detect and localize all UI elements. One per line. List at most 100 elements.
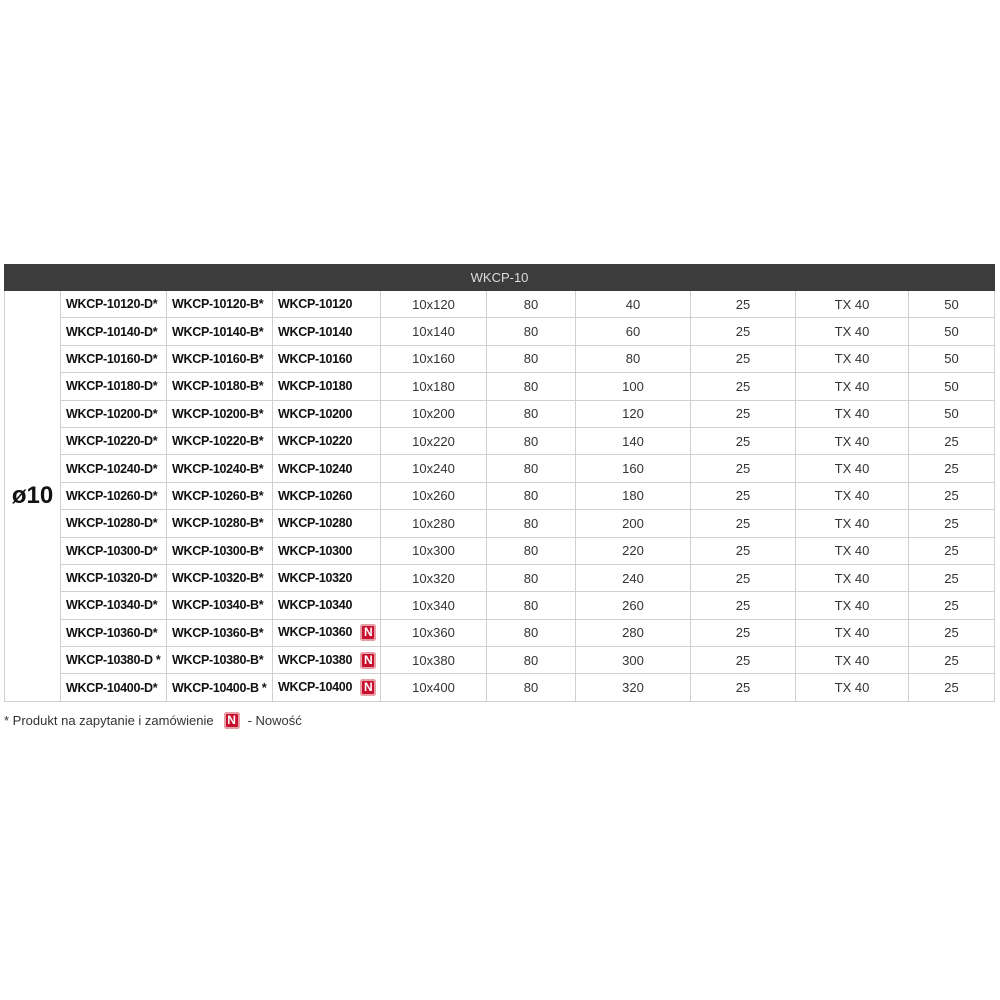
code-cell: WKCP-10140	[272, 317, 381, 346]
value-cell: TX 40	[795, 536, 909, 565]
code-cell: WKCP-10200-B*	[166, 399, 273, 428]
code-cell: WKCP-10280	[272, 509, 381, 538]
value-cell: 10x240	[380, 454, 487, 483]
value-cell: TX 40	[795, 372, 909, 401]
product-code: WKCP-10340	[278, 598, 353, 613]
code-cell: WKCP-10280-B*	[166, 509, 273, 538]
value-cell: 25	[690, 509, 796, 538]
product-code: WKCP-10200-B*	[172, 406, 264, 421]
value-cell: 25	[907, 646, 996, 675]
value-cell: 10x220	[380, 426, 487, 456]
value-cell: 80	[486, 536, 576, 565]
value-cell: 120	[575, 399, 691, 428]
code-cell: WKCP-10220-D*	[60, 426, 167, 456]
value-cell: 10x280	[380, 509, 487, 538]
product-code: WKCP-10400-B *	[172, 680, 267, 695]
value-cell: 180	[575, 481, 691, 511]
value-cell: 10x120	[380, 289, 487, 319]
value-cell: 25	[690, 646, 796, 675]
value-cell: 10x320	[380, 563, 487, 593]
product-code: WKCP-10120	[278, 297, 353, 312]
value-cell: 80	[486, 646, 576, 675]
code-cell: WKCP-10120-D*	[60, 289, 167, 319]
value-cell: 100	[575, 372, 691, 401]
code-cell: WKCP-10360-D*	[60, 618, 167, 648]
product-code: WKCP-10260	[278, 488, 353, 503]
value-cell: TX 40	[795, 426, 909, 456]
code-cell: WKCP-10200-D*	[60, 399, 167, 428]
product-code: WKCP-10360-D*	[66, 625, 158, 640]
code-cell: WKCP-10380-D *	[60, 646, 167, 675]
value-cell: 40	[575, 289, 691, 319]
value-cell: 25	[690, 618, 796, 648]
value-cell: TX 40	[795, 618, 909, 648]
value-cell: 25	[690, 344, 796, 374]
product-code: WKCP-10360	[278, 625, 353, 640]
table-row: WKCP-10160-D* WKCP-10160-B* WKCP-10160 10x1…	[5, 344, 996, 374]
table-row: WKCP-10380-D * WKCP-10380-B* WKCP-10380 N 10…	[5, 646, 996, 675]
product-code: WKCP-10140-D*	[66, 324, 158, 339]
value-cell: 25	[690, 454, 796, 483]
value-cell: 10x260	[380, 481, 487, 511]
value-cell: 10x340	[380, 591, 487, 620]
value-cell: 25	[907, 481, 996, 511]
value-cell: TX 40	[795, 673, 909, 702]
code-cell: WKCP-10120-B*	[166, 289, 273, 319]
code-cell: WKCP-10380-B*	[166, 646, 273, 675]
value-cell: 25	[690, 426, 796, 456]
code-cell: WKCP-10240-B*	[166, 454, 273, 483]
product-code: WKCP-10220-D*	[66, 434, 158, 449]
product-code: WKCP-10300	[278, 543, 353, 558]
code-cell: WKCP-10400-B *	[166, 673, 273, 702]
value-cell: 25	[907, 591, 996, 620]
product-code: WKCP-10120-D*	[66, 297, 158, 312]
code-cell: WKCP-10160-B*	[166, 344, 273, 374]
value-cell: 25	[690, 289, 796, 319]
new-badge: N	[223, 712, 240, 729]
value-cell: 60	[575, 317, 691, 346]
table-body: WKCP-10 ø10 WKCP-10120-D* WKCP-10120-B* WKC…	[3, 264, 996, 702]
product-table: WKCP-10 ø10 WKCP-10120-D* WKCP-10120-B* WKC…	[3, 264, 996, 702]
code-cell: WKCP-10360-B*	[166, 618, 273, 648]
value-cell: 140	[575, 426, 691, 456]
value-cell: TX 40	[795, 399, 909, 428]
code-cell: WKCP-10240	[272, 454, 381, 483]
value-cell: 80	[486, 372, 576, 401]
table-row: WKCP-10360-D* WKCP-10360-B* WKCP-10360 N 10x…	[5, 618, 996, 648]
product-code: WKCP-10400	[278, 679, 353, 694]
new-badge: N	[360, 651, 377, 669]
code-cell: WKCP-10180-D*	[60, 372, 167, 401]
value-cell: 25	[907, 673, 996, 702]
code-cell: WKCP-10140-B*	[166, 317, 273, 346]
value-cell: TX 40	[795, 563, 909, 593]
value-cell: 80	[486, 673, 576, 702]
code-cell: WKCP-10120	[272, 289, 381, 319]
value-cell: 50	[907, 399, 996, 428]
product-code: WKCP-10180	[278, 379, 353, 394]
value-cell: 80	[486, 618, 576, 648]
product-code: WKCP-10320	[278, 571, 353, 586]
value-cell: TX 40	[795, 344, 909, 374]
table-row: WKCP-10340-D* WKCP-10340-B* WKCP-10340 10x3…	[5, 591, 996, 620]
product-code: WKCP-10380	[278, 652, 353, 667]
code-cell: WKCP-10260-D*	[60, 481, 167, 511]
new-badge: N	[360, 679, 377, 697]
code-cell: WKCP-10320-D*	[60, 563, 167, 593]
product-code: WKCP-10200	[278, 406, 353, 421]
value-cell: TX 40	[795, 289, 909, 319]
value-cell: 50	[907, 317, 996, 346]
value-cell: 25	[907, 536, 996, 565]
product-code: WKCP-10260-B*	[172, 488, 264, 503]
value-cell: 10x300	[380, 536, 487, 565]
code-cell: WKCP-10160-D*	[60, 344, 167, 374]
value-cell: 80	[575, 344, 691, 374]
table-row: WKCP-10140-D* WKCP-10140-B* WKCP-10140 10x1…	[5, 317, 996, 346]
product-code: WKCP-10280	[278, 516, 353, 531]
value-cell: TX 40	[795, 646, 909, 675]
product-code: WKCP-10240-B*	[172, 461, 264, 476]
value-cell: TX 40	[795, 509, 909, 538]
header-row: WKCP-10	[3, 264, 996, 291]
product-code: WKCP-10200-D*	[66, 406, 158, 421]
code-cell: WKCP-10320	[272, 563, 381, 593]
value-cell: 320	[575, 673, 691, 702]
